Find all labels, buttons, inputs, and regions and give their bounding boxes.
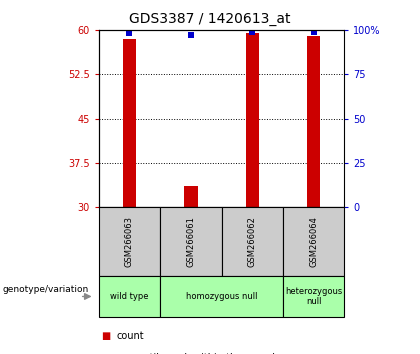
Text: count: count bbox=[116, 331, 144, 341]
Text: GSM266064: GSM266064 bbox=[309, 216, 318, 267]
Text: percentile rank within the sample: percentile rank within the sample bbox=[116, 353, 281, 354]
Bar bbox=[184, 187, 197, 207]
Text: ■: ■ bbox=[101, 353, 110, 354]
Text: ■: ■ bbox=[101, 331, 110, 341]
Text: GSM266062: GSM266062 bbox=[248, 216, 257, 267]
Text: GSM266061: GSM266061 bbox=[186, 216, 195, 267]
Text: homozygous null: homozygous null bbox=[186, 292, 257, 301]
Text: heterozygous
null: heterozygous null bbox=[285, 287, 342, 306]
Text: GDS3387 / 1420613_at: GDS3387 / 1420613_at bbox=[129, 12, 291, 27]
Text: genotype/variation: genotype/variation bbox=[2, 285, 88, 294]
Text: GSM266063: GSM266063 bbox=[125, 216, 134, 267]
Bar bbox=[246, 33, 259, 207]
Bar bbox=[123, 39, 136, 207]
Bar bbox=[307, 36, 320, 207]
Text: wild type: wild type bbox=[110, 292, 149, 301]
